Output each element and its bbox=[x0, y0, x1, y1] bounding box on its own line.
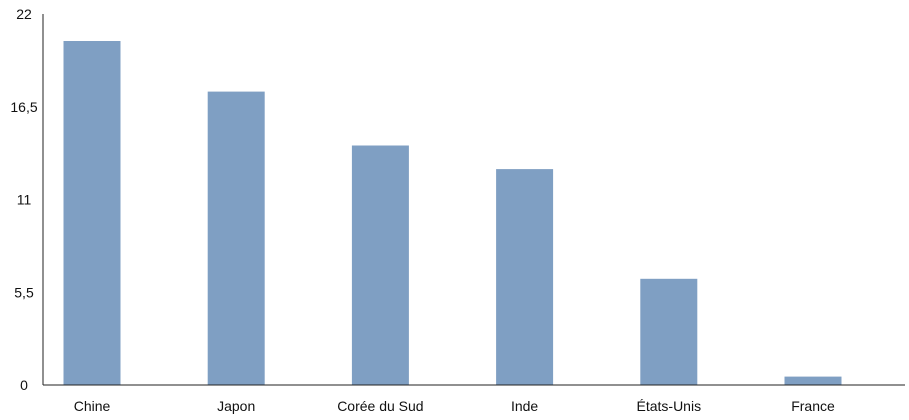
bar-0 bbox=[63, 41, 121, 385]
bar-3 bbox=[496, 169, 554, 385]
y-tick-label: 22 bbox=[16, 6, 32, 22]
y-tick-label: 11 bbox=[17, 192, 32, 208]
y-tick-label: 5,5 bbox=[14, 284, 34, 300]
x-category-label: Corée du Sud bbox=[337, 398, 423, 414]
y-tick-label: 0 bbox=[20, 377, 28, 393]
bar-4 bbox=[640, 278, 698, 385]
y-tick-label: 16,5 bbox=[10, 99, 37, 115]
bar-2 bbox=[351, 145, 409, 385]
axes-layer bbox=[42, 14, 905, 386]
x-category-label: États-Unis bbox=[637, 398, 702, 414]
bar-5 bbox=[784, 376, 842, 385]
bar-1 bbox=[207, 91, 265, 385]
x-category-label: Inde bbox=[511, 398, 538, 414]
x-category-label: Chine bbox=[74, 398, 111, 414]
x-category-label: Japon bbox=[217, 398, 255, 414]
bars-layer bbox=[63, 41, 842, 385]
x-axis-categories: Chine Japon Corée du Sud Inde États-Unis Fran… bbox=[74, 398, 835, 414]
y-axis-ticks: 0 5,5 11 16,5 22 bbox=[10, 6, 37, 393]
x-category-label: France bbox=[791, 398, 835, 414]
